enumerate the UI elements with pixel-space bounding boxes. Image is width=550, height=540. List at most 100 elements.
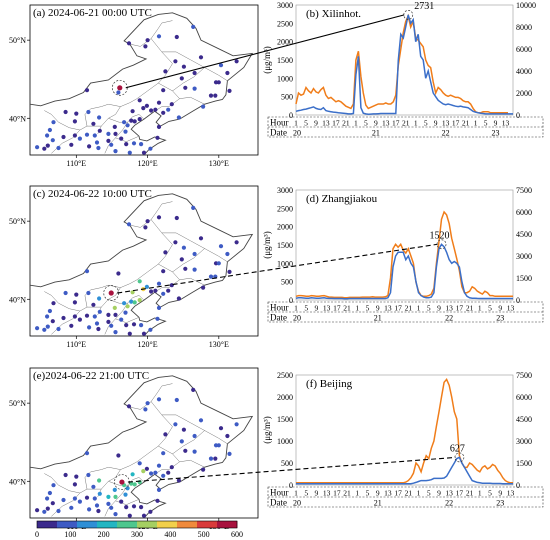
date-label: 20 xyxy=(293,129,301,138)
station-marker xyxy=(137,117,142,122)
hour-tick-label: 5 xyxy=(366,489,370,498)
station-marker xyxy=(50,138,55,143)
y-axis-label: (μg/m³) xyxy=(262,231,272,259)
station-marker xyxy=(45,506,50,511)
hour-tick-label: 13 xyxy=(322,119,330,128)
station-marker xyxy=(218,244,224,249)
station-marker xyxy=(129,481,134,486)
station-marker xyxy=(84,269,90,274)
series-line-right-axis xyxy=(295,13,508,114)
station-marker xyxy=(94,503,100,508)
station-marker xyxy=(124,142,129,147)
map-to-chart-connector xyxy=(127,456,456,483)
station-marker xyxy=(106,319,111,324)
station-marker xyxy=(123,310,128,315)
station-marker xyxy=(169,102,174,107)
hour-tick-label: 5 xyxy=(366,304,370,313)
highlight-station-marker xyxy=(119,479,125,485)
y-left-tick-label: 1000 xyxy=(277,74,293,83)
hour-tick-label: 13 xyxy=(323,489,331,498)
station-marker xyxy=(72,133,77,138)
hour-tick-label: 1 xyxy=(354,119,358,128)
station-marker xyxy=(216,80,221,85)
station-marker xyxy=(47,127,53,133)
station-marker xyxy=(42,509,47,514)
chart-panel: 0 500 1000 1500 2000 2500 3000 0 2000 4000 6000 800… xyxy=(262,1,544,138)
hour-tick-label: 1 xyxy=(294,489,298,498)
station-marker xyxy=(74,474,79,479)
series-line-right-axis xyxy=(295,210,513,299)
province-boundary xyxy=(129,20,173,47)
station-marker xyxy=(131,322,137,327)
y-left-tick-label: 2500 xyxy=(277,371,293,380)
y-left-tick-label: 1500 xyxy=(277,241,293,250)
station-marker xyxy=(149,471,154,476)
station-marker xyxy=(169,283,174,288)
hour-tick-label: 13 xyxy=(382,119,390,128)
station-marker xyxy=(176,478,181,483)
station-marker xyxy=(74,111,79,116)
hour-tick-label: 1 xyxy=(417,304,421,313)
y-left-tick-label: 0 xyxy=(289,481,293,490)
station-marker xyxy=(173,240,178,245)
y-right-tick-label: 4500 xyxy=(516,415,532,424)
province-boundary xyxy=(172,430,205,455)
station-marker xyxy=(69,505,74,510)
station-marker xyxy=(109,505,114,510)
station-marker xyxy=(139,323,144,328)
station-marker xyxy=(69,142,74,147)
station-marker xyxy=(129,118,134,123)
station-marker xyxy=(218,63,224,68)
station-marker xyxy=(61,315,66,321)
station-marker xyxy=(141,150,147,155)
map-frame xyxy=(29,4,259,156)
hour-tick-label: 9 xyxy=(315,304,319,313)
highlight-station-marker xyxy=(108,290,114,296)
station-marker xyxy=(155,498,160,503)
station-marker xyxy=(143,407,148,412)
hour-tick-label: 21 xyxy=(402,119,410,128)
station-marker xyxy=(112,124,117,129)
date-label: 23 xyxy=(492,129,500,138)
station-marker xyxy=(145,38,150,43)
station-marker xyxy=(50,501,55,506)
station-marker xyxy=(213,93,218,98)
station-marker xyxy=(124,323,129,328)
lat-tick-label: 50°N xyxy=(9,399,26,408)
station-marker xyxy=(86,290,91,296)
y-right-tick-label: 0 xyxy=(516,481,520,490)
station-marker xyxy=(126,222,132,227)
y-left-tick-label: 1000 xyxy=(277,259,293,268)
hour-tick-label: 1 xyxy=(474,119,478,128)
station-marker xyxy=(161,473,166,478)
station-marker xyxy=(132,300,137,305)
province-boundary xyxy=(129,201,173,228)
hour-tick-label: 9 xyxy=(314,119,318,128)
y-right-tick-label: 2000 xyxy=(516,89,532,98)
hour-tick-label: 21 xyxy=(466,304,474,313)
station-marker xyxy=(153,470,158,475)
station-marker xyxy=(132,482,137,487)
hour-tick-label: 5 xyxy=(484,119,488,128)
station-marker xyxy=(143,44,148,49)
y-right-tick-label: 0 xyxy=(516,296,520,305)
station-marker xyxy=(174,397,179,403)
station-marker xyxy=(166,288,171,293)
station-marker xyxy=(156,34,162,39)
map-geography xyxy=(30,12,254,155)
highlight-station-marker xyxy=(117,85,123,91)
station-marker xyxy=(181,64,186,69)
station-marker xyxy=(143,225,148,230)
hour-tick-label: 13 xyxy=(445,304,453,313)
station-marker xyxy=(86,109,91,115)
station-marker xyxy=(47,490,53,496)
station-marker xyxy=(84,88,90,93)
plot-area xyxy=(295,4,514,116)
hour-tick-label: 5 xyxy=(488,304,492,313)
hour-tick-label: 9 xyxy=(437,304,441,313)
hour-tick-label: 9 xyxy=(498,304,502,313)
map-panel: (c) 2024-06-22 10:00 UTC 50°N 40°N 110°E 120… xyxy=(9,185,259,349)
series-line-left-axis xyxy=(295,14,513,116)
station-marker xyxy=(198,418,204,423)
coastline xyxy=(130,291,180,336)
